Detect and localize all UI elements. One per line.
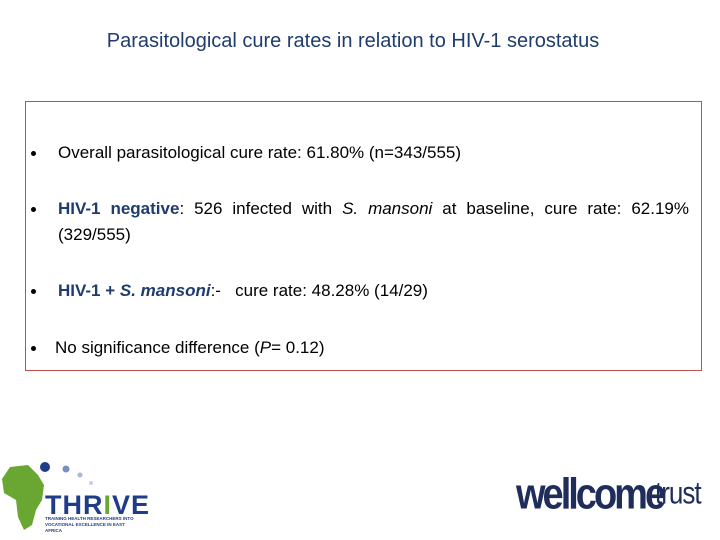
- africa-map: [2, 465, 44, 530]
- logo-dot: [89, 481, 93, 485]
- text: VE: [112, 490, 151, 520]
- slide-title: Parasitological cure rates in relation t…: [106, 30, 600, 52]
- bullet-dot: [31, 346, 36, 351]
- text: :- cure rate: 48.28% (14/29): [210, 281, 428, 300]
- text: Overall parasitological cure rate: 61.80…: [58, 143, 462, 162]
- bullet-dot: [31, 289, 36, 294]
- logo-dot: [62, 465, 70, 473]
- bullet: HIV-1 + S. mansoni:- cure rate: 48.28% (…: [58, 278, 428, 304]
- logo-dot: [40, 462, 50, 472]
- thrive-graphic: [2, 462, 93, 530]
- text: THR: [45, 490, 104, 520]
- text: HIV-1 +: [58, 281, 120, 300]
- text: I: [103, 490, 113, 520]
- thrive-tagline: TRAINING HEALTH RESEARCHERS INTO VOCATIO…: [45, 516, 134, 533]
- text: : 526 infected with: [179, 199, 343, 218]
- text: S. mansoni: [119, 281, 211, 300]
- bullet-dot: [31, 151, 36, 156]
- text: S. mansoni: [342, 199, 433, 218]
- bullet: No significance difference (P= 0.12): [55, 335, 325, 361]
- bullet-dot: [31, 207, 36, 212]
- wellcome-logo: wellcome: [516, 470, 666, 520]
- text: = 0.12): [271, 338, 325, 357]
- bullet: HIV-1 negative: 526 infected with S. man…: [58, 196, 689, 248]
- bullet: Overall parasitological cure rate: 61.80…: [58, 140, 461, 166]
- text: P: [259, 338, 272, 357]
- text: HIV-1 negative: [58, 199, 180, 218]
- text: No significance difference (: [55, 338, 260, 357]
- thrive-logo: THRIVE: [45, 490, 150, 521]
- logo-dot: [77, 472, 83, 478]
- content-box: [25, 101, 702, 371]
- trust-logo: trust: [655, 474, 702, 511]
- text: at baseline, cure rate: 62.19% (329/555): [58, 199, 689, 244]
